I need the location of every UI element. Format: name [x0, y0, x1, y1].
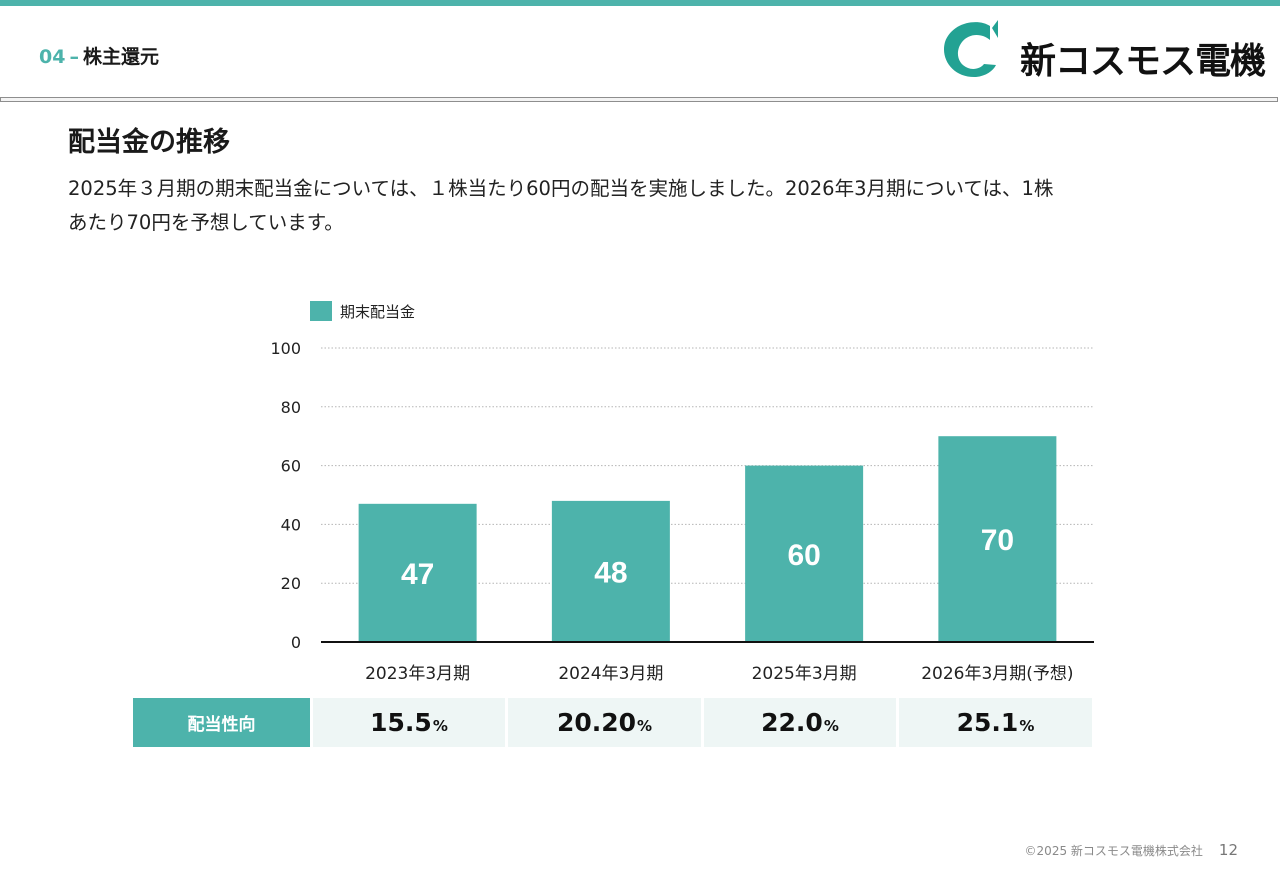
payout-ratio-value: 20.20 [556, 708, 637, 737]
payout-ratio-cell-2023: 15.5% [313, 698, 505, 747]
payout-ratio-cell-2024: 20.20% [508, 698, 701, 747]
y-tick-label: 40 [281, 515, 301, 534]
payout-ratio-unit: % [823, 716, 839, 735]
payout-ratio-header: 配当性向 [133, 698, 310, 747]
payout-ratio-unit: % [1019, 716, 1035, 735]
intro-line-1: 2025年３月期の期末配当金については、１株当たり60円の配当を実施しました。2… [68, 177, 1054, 200]
payout-ratio-value: 22.0 [761, 708, 823, 737]
section-number: 04 [39, 46, 66, 68]
section-title: 株主還元 [82, 46, 159, 68]
y-tick-label: 60 [281, 457, 301, 476]
page-number: 12 [1218, 841, 1238, 859]
bar-data-label: 47 [401, 558, 434, 591]
payout-ratio-value: 15.5 [370, 708, 432, 737]
logo-mark-icon [943, 20, 998, 78]
dividend-bar-chart: 0 20 40 60 80 100 47 2023年3月期 48 2024年3月期 60 2025年3… [270, 301, 1094, 684]
payout-ratio-cell-2025: 22.0% [704, 698, 896, 747]
y-tick-label: 20 [281, 574, 301, 593]
payout-ratio-unit: % [432, 716, 448, 735]
logo-text: 新コスモス電機 [1020, 41, 1266, 82]
header-divider [0, 97, 1278, 102]
legend-swatch [310, 301, 332, 321]
intro-line-2: あたり70円を予想しています。 [68, 211, 344, 234]
legend-label: 期末配当金 [340, 303, 415, 321]
bar [358, 503, 477, 642]
bar [938, 436, 1057, 642]
y-tick-label: 0 [291, 633, 301, 652]
x-tick-label: 2024年3月期 [558, 664, 663, 684]
bar-data-label: 48 [594, 556, 627, 589]
x-tick-label: 2026年3月期(予想) [921, 664, 1073, 684]
bar [551, 500, 670, 642]
section-dash: – [69, 46, 79, 68]
y-tick-label: 80 [281, 398, 301, 417]
page-title: 配当金の推移 [68, 127, 230, 158]
payout-ratio-cell-2026: 25.1% [899, 698, 1092, 747]
y-tick-label: 100 [270, 339, 301, 358]
x-tick-label: 2025年3月期 [752, 664, 857, 684]
bar-data-label: 60 [787, 539, 820, 572]
section-label: 04– 株主還元 [39, 42, 159, 69]
payout-ratio-unit: % [637, 716, 653, 735]
intro-paragraph: 2025年３月期の期末配当金については、１株当たり60円の配当を実施しました。2… [68, 172, 1228, 240]
bar-data-label: 70 [981, 524, 1014, 557]
payout-ratio-value: 25.1 [956, 708, 1019, 737]
top-accent-bar [0, 0, 1280, 6]
footer: ©2025 新コスモス電機株式会社 12 [1025, 841, 1238, 859]
company-logo: 新コスモス電機 [940, 18, 1266, 82]
copyright-text: ©2025 新コスモス電機株式会社 [1024, 843, 1203, 858]
bar [745, 465, 864, 642]
x-tick-label: 2023年3月期 [365, 664, 470, 684]
